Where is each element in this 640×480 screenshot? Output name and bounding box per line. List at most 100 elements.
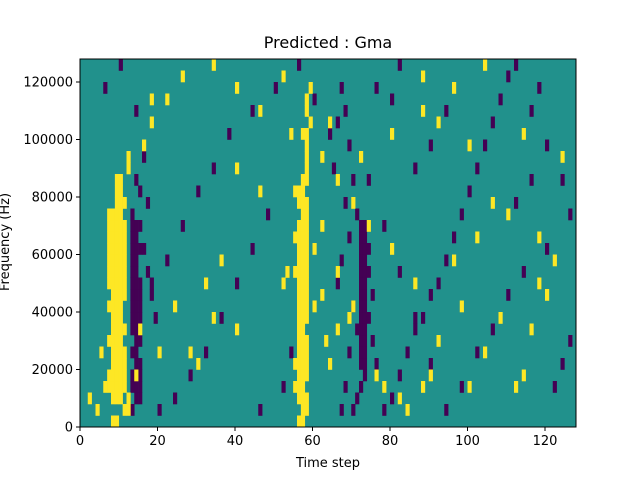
heatmap-cell-high — [122, 381, 127, 393]
heatmap-cell-low — [370, 335, 375, 347]
heatmap-cell-low — [490, 323, 495, 336]
heatmap-cell-high — [118, 381, 123, 393]
heatmap-cell-low — [529, 105, 534, 117]
heatmap-cell-high — [304, 312, 309, 324]
heatmap-cell-low — [149, 289, 154, 301]
heatmap-cell-high — [114, 208, 120, 221]
heatmap-cell-low — [362, 346, 368, 359]
heatmap-cell-low — [130, 277, 135, 290]
heatmap-cell-low — [130, 289, 135, 301]
heatmap-cell-high — [300, 392, 306, 405]
heatmap-cell-high — [436, 335, 441, 347]
heatmap-cell-low — [130, 254, 135, 267]
heatmap-cell-low — [145, 197, 151, 209]
heatmap-cell-high — [304, 289, 309, 301]
heatmap-cell-low — [359, 289, 364, 301]
heatmap-cell-low — [362, 243, 368, 255]
heatmap-cell-low — [134, 266, 139, 278]
heatmap-cell-low — [397, 266, 402, 278]
heatmap-cell-low — [390, 93, 395, 106]
heatmap-cell-high — [300, 415, 306, 428]
heatmap-cell-high — [111, 392, 116, 405]
heatmap-cell-high — [118, 323, 123, 336]
heatmap-cell-low — [428, 139, 433, 152]
heatmap-cell-high — [118, 289, 123, 301]
heatmap-cell-low — [370, 289, 375, 301]
heatmap-cell-low — [347, 139, 352, 152]
heatmap-cell-low — [118, 59, 123, 71]
heatmap-cell-high — [99, 346, 104, 359]
heatmap-cell-low — [134, 277, 139, 290]
heatmap-cell-high — [560, 151, 565, 163]
heatmap-cell-high — [328, 116, 333, 129]
heatmap-cell-high — [300, 208, 306, 221]
heatmap-cell-low — [444, 105, 449, 117]
heatmap-cell-low — [134, 231, 139, 244]
heatmap-cell-high — [304, 197, 309, 209]
heatmap-cell-high — [235, 323, 240, 336]
heatmap-cell-low — [196, 185, 201, 198]
heatmap-cell-high — [114, 312, 120, 324]
heatmap-cell-high — [490, 197, 495, 209]
heatmap-cell-high — [521, 369, 526, 382]
heatmap-cell-high — [122, 323, 127, 336]
heatmap-cell-low — [138, 220, 143, 232]
heatmap-cell-low — [467, 185, 472, 198]
heatmap-cell-low — [347, 346, 352, 359]
heatmap-cell-high — [118, 208, 123, 221]
heatmap-cell-high — [300, 323, 306, 336]
heatmap-cell-high — [118, 358, 123, 370]
heatmap-cell-high — [467, 381, 472, 393]
heatmap-cell-high — [111, 243, 116, 255]
heatmap-cell-low — [545, 243, 550, 255]
heatmap-cell-high — [122, 277, 127, 290]
heatmap-cell-low — [138, 312, 143, 324]
heatmap-cell-low — [335, 116, 340, 129]
heatmap-cell-low — [173, 392, 178, 405]
heatmap-cell-high — [111, 289, 116, 301]
heatmap-cell-high — [304, 254, 309, 267]
heatmap-cell-high — [304, 243, 309, 255]
heatmap-cell-high — [235, 162, 240, 175]
heatmap-cell-low — [459, 208, 464, 221]
heatmap-cell-high — [114, 174, 120, 186]
y-axis-ticks: 0 20000 40000 60000 80000 100000 120000 — [23, 76, 80, 436]
heatmap-cell-high — [347, 312, 352, 324]
heatmap-cell-high — [297, 358, 302, 370]
heatmap-cell-high — [122, 197, 127, 209]
heatmap-cell-low — [130, 312, 135, 324]
heatmap-cell-low — [142, 243, 147, 255]
x-tick-label: 40 — [227, 434, 244, 449]
heatmap-cell-low — [359, 266, 364, 278]
heatmap-cell-high — [114, 300, 120, 313]
heatmap-cell-high — [111, 254, 116, 267]
heatmap-cell-high — [118, 277, 123, 290]
heatmap-cell-low — [219, 312, 224, 324]
heatmap-cell-low — [490, 116, 495, 129]
heatmap-cell-low — [498, 93, 503, 106]
heatmap-cell-low — [366, 174, 371, 186]
heatmap-cell-high — [297, 346, 302, 359]
heatmap-cell-low — [138, 243, 143, 255]
y-axis-label: Frequency (Hz) — [0, 193, 13, 291]
heatmap-cell-low — [134, 300, 139, 313]
heatmap-cell-low — [343, 197, 348, 209]
heatmap-cell-high — [300, 128, 306, 140]
heatmap-cell-high — [114, 266, 120, 278]
heatmap-cell-high — [308, 82, 313, 94]
heatmap-cell-high — [552, 254, 557, 267]
heatmap-cell-low — [297, 59, 302, 71]
heatmap-cell-high — [300, 243, 306, 255]
heatmap-cell-low — [165, 254, 170, 267]
chart-title: Predicted : Gma — [264, 33, 392, 52]
heatmap-cell-high — [335, 323, 340, 336]
heatmap-cell-low — [359, 243, 364, 255]
heatmap-cell-high — [320, 289, 325, 301]
heatmap-cell-low — [545, 139, 550, 152]
heatmap-cell-low — [130, 404, 135, 416]
heatmap-cell-low — [138, 392, 143, 405]
heatmap-cell-high — [107, 254, 112, 267]
heatmap-cell-high — [514, 381, 519, 393]
heatmap-cell-high — [297, 254, 302, 267]
heatmap-cell-high — [390, 128, 395, 140]
